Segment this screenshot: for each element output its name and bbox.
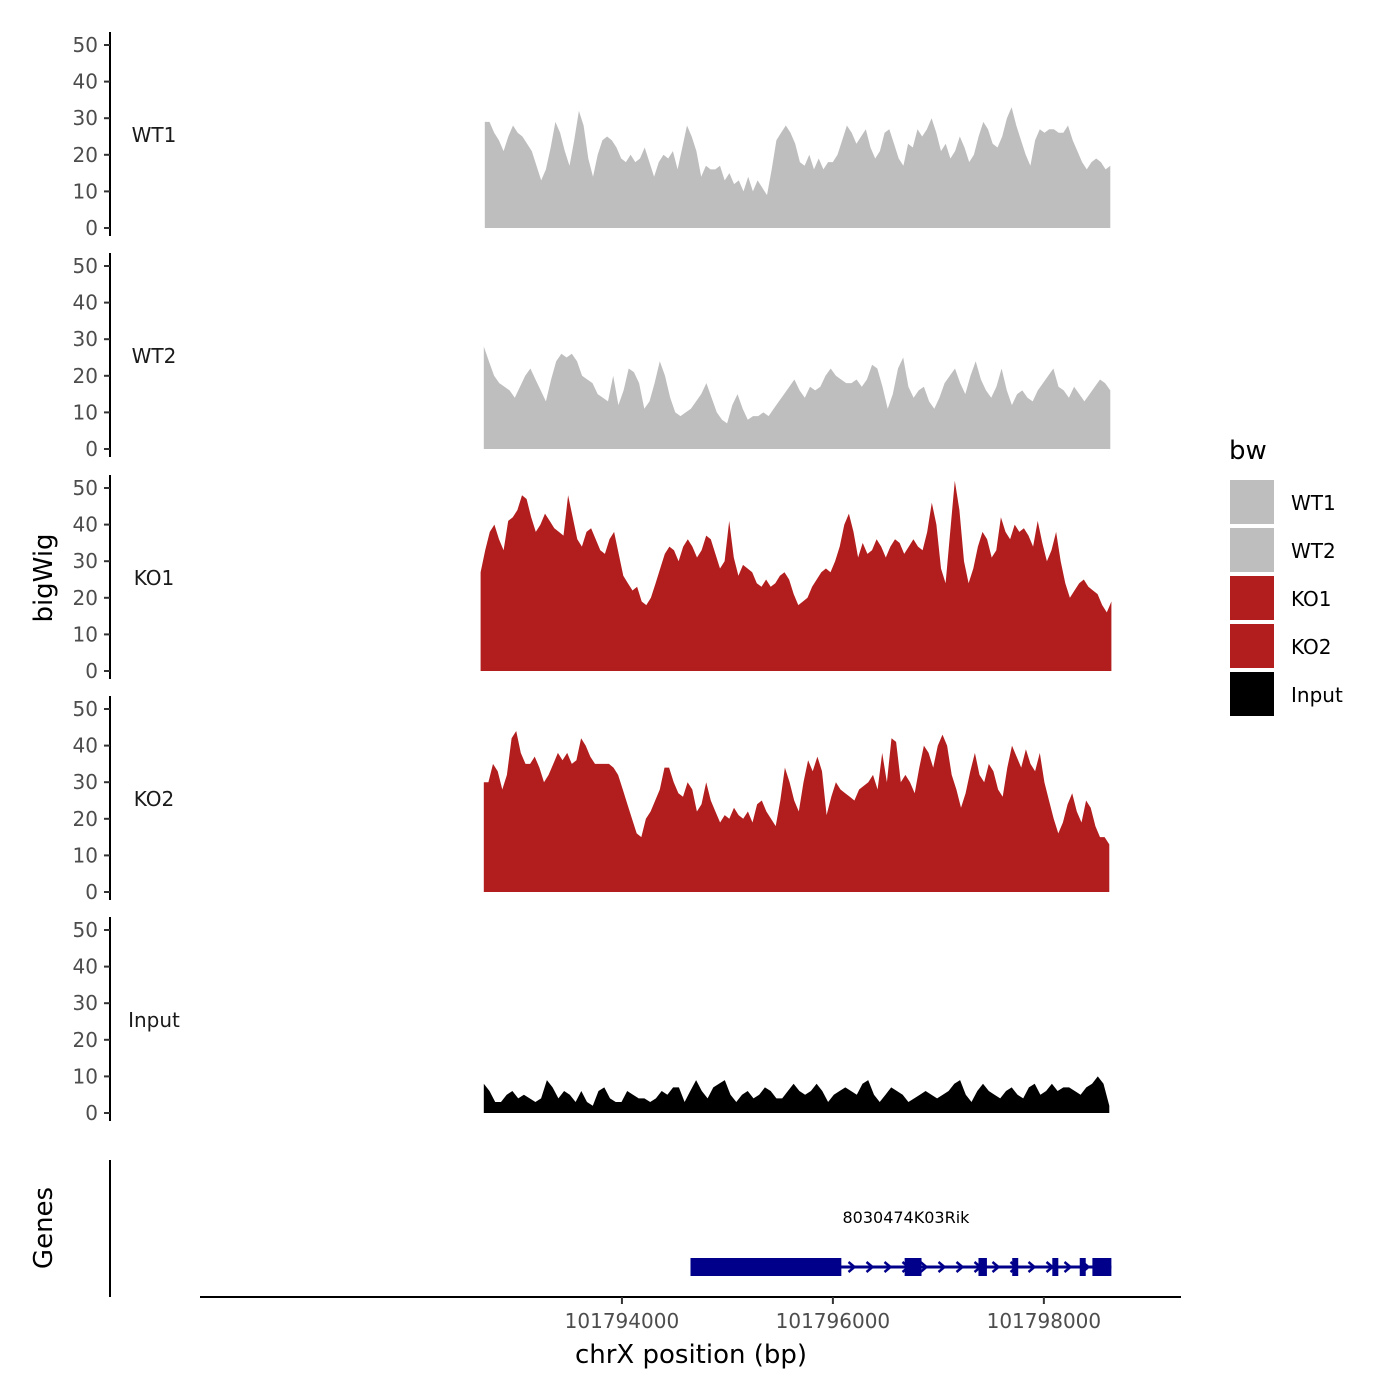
area-WT1 xyxy=(484,107,1111,228)
x-tick-label: 101794000 xyxy=(565,1309,680,1333)
gene-track-title: Genes xyxy=(29,1187,59,1269)
track-label-WT2: WT2 xyxy=(132,344,177,368)
track-label-Input: Input xyxy=(128,1008,180,1032)
y-tick-label: 20 xyxy=(73,586,98,610)
track-label-KO1: KO1 xyxy=(134,566,175,590)
strand-arrow xyxy=(883,1261,893,1273)
y-tick-label: 0 xyxy=(85,659,98,683)
area-Input xyxy=(483,1076,1110,1113)
strand-arrow xyxy=(847,1261,857,1273)
y-axis-title: bigWig xyxy=(29,533,59,622)
y-tick-label: 30 xyxy=(73,106,98,130)
y-tick-label: 40 xyxy=(73,513,98,537)
strand-arrow xyxy=(1027,1261,1037,1273)
track-WT1: 0 10 20 30 40 50 WT1 xyxy=(73,32,1111,240)
y-tick-label: 10 xyxy=(73,179,98,203)
gene-exon xyxy=(904,1258,922,1276)
x-tick-label: 101796000 xyxy=(776,1309,891,1333)
legend-label-WT1: WT1 xyxy=(1291,491,1336,515)
y-tick-label: 50 xyxy=(73,918,98,942)
gene-exon xyxy=(1092,1258,1112,1276)
strand-arrow xyxy=(937,1261,947,1273)
track-KO2: 0 10 20 30 40 50 KO2 xyxy=(73,696,1110,904)
track-KO1: 0 10 20 30 40 50 KO1 xyxy=(73,475,1112,683)
legend-label-Input: Input xyxy=(1291,683,1343,707)
area-WT2 xyxy=(483,346,1111,449)
gene-name-label: 8030474K03Rik xyxy=(842,1208,970,1227)
area-KO1 xyxy=(480,480,1112,671)
gene-exon xyxy=(690,1258,842,1276)
y-tick-label: 20 xyxy=(73,807,98,831)
y-tick-label: 0 xyxy=(85,1101,98,1125)
y-tick-label: 20 xyxy=(73,143,98,167)
y-tick-label: 10 xyxy=(73,1064,98,1088)
strand-arrow xyxy=(865,1261,875,1273)
y-tick-label: 40 xyxy=(73,955,98,979)
legend-label-KO1: KO1 xyxy=(1291,587,1332,611)
y-tick-label: 30 xyxy=(73,770,98,794)
strand-arrow xyxy=(919,1261,929,1273)
y-tick-label: 50 xyxy=(73,254,98,278)
y-tick-label: 50 xyxy=(73,33,98,57)
legend-swatch-WT2 xyxy=(1230,528,1274,572)
track-label-WT1: WT1 xyxy=(132,123,177,147)
legend-swatch-Input xyxy=(1230,672,1274,716)
y-tick-label: 10 xyxy=(73,622,98,646)
y-tick-label: 0 xyxy=(85,880,98,904)
gene-exon xyxy=(1079,1258,1086,1276)
y-tick-label: 0 xyxy=(85,216,98,240)
y-tick-label: 30 xyxy=(73,549,98,573)
gene-track-panel: 8030474K03Rik xyxy=(109,1160,1112,1297)
y-tick-label: 10 xyxy=(73,843,98,867)
gene-exon xyxy=(1052,1258,1059,1276)
x-axis-ticks: 101794000 101796000 101798000 xyxy=(565,1297,1101,1333)
legend-title: bw xyxy=(1229,436,1267,466)
y-tick-label: 10 xyxy=(73,400,98,424)
y-tick-label: 40 xyxy=(73,70,98,94)
legend-label-WT2: WT2 xyxy=(1291,539,1336,563)
y-tick-label: 50 xyxy=(73,476,98,500)
legend-swatch-KO2 xyxy=(1230,624,1274,668)
gene-exon xyxy=(978,1258,987,1276)
y-tick-label: 0 xyxy=(85,437,98,461)
y-tick-label: 20 xyxy=(73,1028,98,1052)
y-tick-label: 50 xyxy=(73,697,98,721)
strand-arrow xyxy=(991,1261,1001,1273)
track-label-KO2: KO2 xyxy=(134,787,175,811)
x-tick-label: 101798000 xyxy=(987,1309,1102,1333)
area-KO2 xyxy=(483,731,1110,892)
x-axis: 101794000 101796000 101798000 chrX positio… xyxy=(200,1296,1181,1370)
legend-label-KO2: KO2 xyxy=(1291,635,1332,659)
y-tick-label: 30 xyxy=(73,327,98,351)
y-tick-label: 40 xyxy=(73,734,98,758)
gene-exon xyxy=(1012,1258,1019,1276)
coverage-tracks: 0 10 20 30 40 50 WT1 0 10 20 30 40 50 WT2 0 10 20 30 40 50 K… xyxy=(73,32,1112,1125)
y-tick-label: 40 xyxy=(73,291,98,315)
track-WT2: 0 10 20 30 40 50 WT2 xyxy=(73,253,1111,461)
legend-swatch-KO1 xyxy=(1230,576,1274,620)
legend: bw WT1 WT2 KO1 KO2 Input xyxy=(1229,436,1343,716)
strand-arrow xyxy=(955,1261,965,1273)
strand-arrow xyxy=(1063,1261,1073,1273)
y-tick-label: 20 xyxy=(73,364,98,388)
track-Input: 0 10 20 30 40 50 Input xyxy=(73,917,1110,1125)
x-axis-title: chrX position (bp) xyxy=(575,1340,807,1370)
legend-swatch-WT1 xyxy=(1230,480,1274,524)
y-tick-label: 30 xyxy=(73,991,98,1015)
